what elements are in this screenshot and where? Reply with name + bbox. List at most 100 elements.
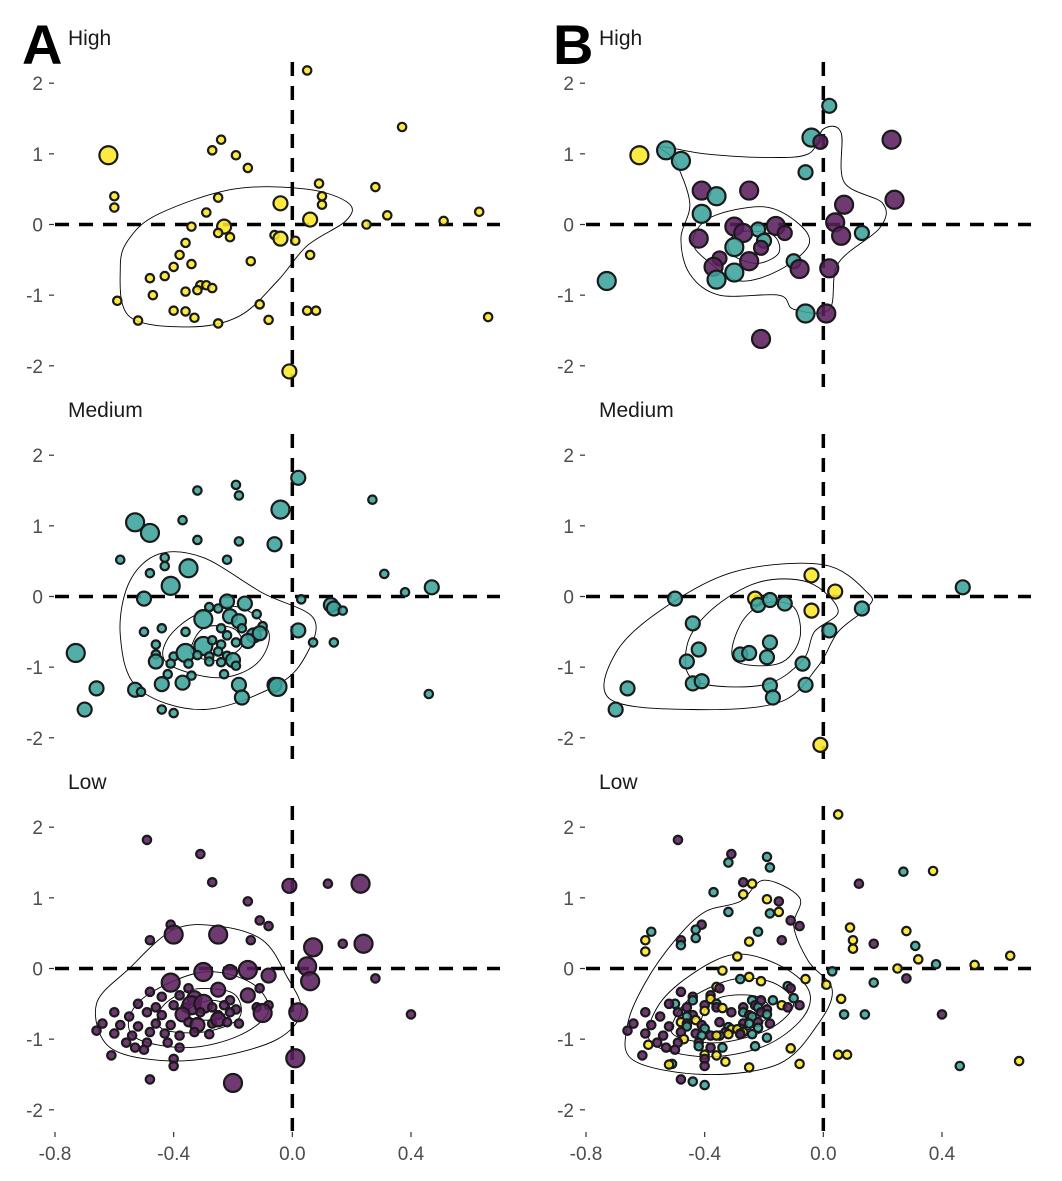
data-point bbox=[88, 680, 105, 697]
y-tick-label: -1 bbox=[557, 658, 574, 679]
data-point bbox=[206, 145, 218, 156]
y-tick-label: -2 bbox=[26, 729, 43, 750]
data-point bbox=[844, 922, 856, 933]
panel-strip-title: Low bbox=[599, 771, 638, 794]
data-point bbox=[714, 1016, 725, 1028]
data-point bbox=[150, 639, 162, 650]
data-point bbox=[892, 963, 903, 974]
data-point bbox=[295, 594, 307, 605]
data-point bbox=[820, 979, 832, 991]
data-point bbox=[150, 1002, 162, 1013]
data-point bbox=[819, 258, 840, 279]
data-point bbox=[690, 924, 702, 935]
data-point bbox=[160, 575, 181, 597]
data-point bbox=[270, 499, 291, 520]
data-point bbox=[423, 688, 435, 700]
data-point bbox=[672, 834, 684, 846]
x-tick-label: -0.4 bbox=[157, 1144, 190, 1165]
data-point bbox=[350, 873, 371, 894]
data-point bbox=[794, 999, 805, 1011]
y-tick-label: 0 bbox=[563, 588, 574, 609]
data-point bbox=[655, 140, 677, 161]
data-point bbox=[174, 1042, 185, 1053]
data-point bbox=[263, 314, 274, 326]
data-point bbox=[773, 896, 785, 907]
data-point bbox=[206, 282, 218, 294]
data-point bbox=[764, 862, 776, 873]
density-contour bbox=[731, 601, 802, 667]
data-point bbox=[168, 707, 179, 719]
data-point bbox=[743, 971, 755, 983]
density-contour bbox=[624, 879, 833, 1076]
data-point bbox=[186, 258, 197, 270]
data-point bbox=[222, 1072, 244, 1094]
data-point bbox=[847, 934, 859, 946]
data-point bbox=[159, 552, 171, 563]
data-point bbox=[764, 689, 782, 706]
data-point bbox=[607, 701, 624, 718]
data-point bbox=[645, 926, 657, 938]
x-tick-label: -0.4 bbox=[688, 1144, 721, 1165]
density-contour bbox=[603, 562, 873, 711]
data-point bbox=[367, 494, 378, 506]
data-point bbox=[812, 133, 829, 150]
data-point bbox=[230, 637, 242, 648]
data-point bbox=[201, 207, 212, 218]
data-point bbox=[180, 286, 191, 297]
data-point bbox=[212, 227, 224, 239]
data-point bbox=[717, 965, 728, 976]
y-tick-label: -2 bbox=[26, 1101, 43, 1122]
data-point bbox=[693, 673, 710, 690]
data-point bbox=[381, 210, 393, 221]
data-point bbox=[396, 121, 408, 133]
data-point bbox=[159, 1028, 171, 1039]
data-point bbox=[752, 1022, 764, 1034]
y-tick-label: 0 bbox=[32, 216, 43, 237]
data-point bbox=[328, 637, 340, 648]
data-point bbox=[708, 886, 719, 898]
data-point bbox=[316, 190, 328, 202]
data-point bbox=[174, 1030, 185, 1041]
data-point bbox=[138, 1044, 150, 1056]
data-point bbox=[663, 998, 675, 1010]
density-contour bbox=[127, 971, 270, 1049]
data-point bbox=[881, 129, 902, 150]
data-point bbox=[112, 295, 123, 307]
data-point bbox=[139, 522, 161, 544]
panels: High -2 -1 0 1 2 Medium -2 -1 0 1 2 Low -2 -1 0 1 2 -0.8 -0… bbox=[26, 27, 1031, 1165]
data-point bbox=[260, 967, 277, 984]
data-point bbox=[767, 994, 779, 1006]
data-point bbox=[755, 975, 767, 987]
data-point bbox=[174, 990, 185, 1001]
data-point bbox=[761, 591, 779, 609]
data-point bbox=[776, 224, 793, 242]
density-contour bbox=[190, 625, 243, 661]
data-point bbox=[741, 644, 758, 662]
y-tick-label: 2 bbox=[563, 446, 574, 467]
data-point bbox=[930, 958, 942, 970]
data-point bbox=[734, 973, 746, 985]
data-point bbox=[640, 1007, 651, 1018]
data-point bbox=[909, 940, 921, 952]
data-point bbox=[699, 1005, 710, 1017]
data-point bbox=[254, 299, 266, 310]
data-point bbox=[193, 961, 214, 983]
data-point bbox=[690, 641, 707, 658]
data-point bbox=[144, 272, 156, 284]
y-tick-label: 0 bbox=[563, 960, 574, 981]
data-point bbox=[242, 896, 254, 907]
data-point bbox=[126, 1030, 138, 1041]
data-point bbox=[399, 586, 411, 598]
data-point bbox=[737, 889, 749, 900]
data-point bbox=[663, 1059, 675, 1070]
y-tick-label: -1 bbox=[26, 658, 43, 679]
y-tick-label: 1 bbox=[563, 889, 574, 910]
data-point bbox=[206, 635, 218, 646]
data-point bbox=[785, 1043, 796, 1054]
data-point bbox=[162, 668, 174, 680]
data-point bbox=[168, 1060, 179, 1072]
data-point bbox=[186, 221, 197, 232]
data-point bbox=[281, 877, 298, 894]
data-point bbox=[726, 848, 737, 860]
data-point bbox=[761, 851, 773, 863]
